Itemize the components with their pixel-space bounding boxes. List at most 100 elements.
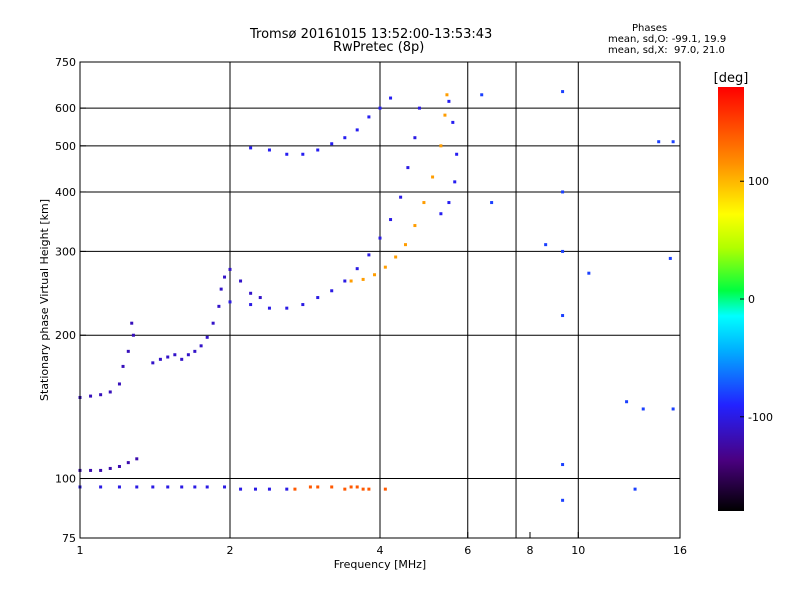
data-point [186,353,190,357]
data-point [343,487,347,491]
data-point [308,485,312,489]
data-point [668,256,672,260]
data-point [330,289,334,293]
data-point [285,487,289,491]
y-tick-label: 100 [55,473,76,486]
y-tick-label: 400 [55,186,76,199]
x-axis-label: Frequency [MHz] [334,558,426,571]
data-point [349,279,353,283]
data-point [135,485,139,489]
data-point [671,407,675,411]
data-point [223,275,227,279]
y-tick-label: 750 [55,56,76,69]
data-point [131,333,135,337]
data-point [447,99,451,103]
data-point [121,364,125,368]
data-point [267,148,271,152]
trace-f2-x-trace [349,93,449,283]
data-point [316,148,320,152]
data-point [239,279,243,283]
data-point [301,152,305,156]
x-tick-label: 2 [227,544,234,557]
trace-f1-lower-o [78,321,135,399]
y-tick-label: 75 [62,532,76,545]
data-point [228,267,232,271]
data-point [355,485,359,489]
data-point [211,321,215,325]
data-point [422,201,426,205]
data-point [383,487,387,491]
data-point [249,291,253,295]
trace-scattered [480,90,675,502]
data-point [406,166,410,170]
data-point [217,304,221,308]
data-point [355,267,359,271]
data-point [413,224,417,228]
data-point [367,487,371,491]
data-point [126,461,130,465]
data-point [403,243,407,247]
data-point [285,152,289,156]
trace-f2-o-nose [439,99,459,216]
data-point [166,355,170,359]
data-points [78,90,675,502]
data-point [193,349,197,353]
data-point [108,390,112,394]
data-point [480,93,484,97]
data-point [367,115,371,119]
data-point [561,463,565,467]
data-point [641,407,645,411]
stats-title: Phases [632,23,668,34]
trace-e-layer-o [78,485,289,491]
x-tick-label: 1 [77,544,84,557]
data-point [383,265,387,269]
data-point [126,349,130,353]
x-tick-label: 4 [377,544,384,557]
trace-f2-o-upper [249,96,393,156]
data-point [135,457,139,461]
data-point [193,485,197,489]
data-point [89,468,93,472]
data-point [253,487,257,491]
x-tick-label: 6 [464,544,471,557]
data-point [373,273,377,277]
data-point [561,190,565,194]
axis-tick-labels: 1 2 4 6 8 10 16 75 100 200 300 400 500 600 750 [55,56,687,557]
y-tick-label: 500 [55,140,76,153]
data-point [117,485,121,489]
y-tick-label: 200 [55,329,76,342]
chart-subtitle: RwPretec (8p) [333,40,425,55]
data-point [490,201,494,205]
data-point [445,93,449,97]
data-point [561,314,565,318]
data-point [117,382,121,386]
data-point [625,400,629,404]
data-point [439,144,443,148]
data-point [447,201,451,205]
data-point [361,487,365,491]
data-point [219,287,223,291]
trace-f2-o-trace [228,106,421,310]
x-tick-label: 16 [673,544,687,557]
data-point [151,485,155,489]
y-tick-label: 600 [55,102,76,115]
data-point [199,344,203,348]
data-point [205,485,209,489]
data-point [389,218,393,222]
data-point [561,90,565,94]
stats-x-line: mean, sd,X: 97.0, 21.0 [608,45,725,56]
data-point [413,136,417,140]
data-point [228,300,232,304]
data-point [417,106,421,110]
data-point [671,140,675,144]
data-point [130,321,134,325]
data-point [99,468,103,472]
data-point [561,498,565,502]
data-point [180,357,184,361]
trace-f1-cusp-o [151,267,262,365]
grid-lines [80,62,680,538]
data-point [249,303,253,307]
data-point [389,96,393,100]
data-point [455,152,459,156]
data-point [451,120,455,124]
